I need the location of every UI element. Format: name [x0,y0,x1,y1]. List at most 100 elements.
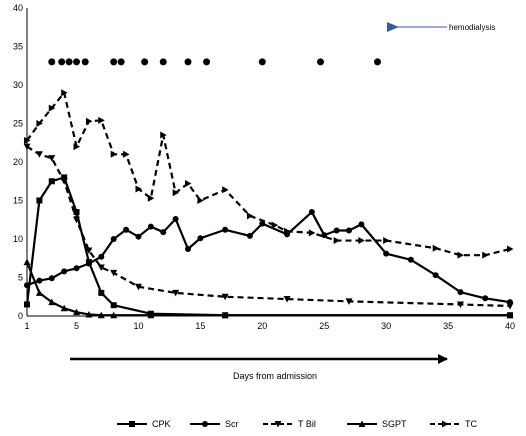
data-point-scr [61,268,68,275]
legend-label: Scr [225,419,239,429]
data-point-tc [110,150,118,158]
data-point-tc [98,116,105,124]
data-point-cpk [48,178,55,185]
hemodialysis-markers [48,58,381,66]
series-tc [24,89,514,259]
data-point-sgpt [221,311,229,319]
data-point-tc [147,194,155,202]
y-tick-label: 25 [13,119,23,129]
legend-label: SGPT [382,419,407,429]
data-point-tc [36,120,43,127]
data-point-tc [358,237,365,245]
data-point-tc [135,185,142,193]
legend-item-cpk: CPK [117,419,171,429]
data-point-tc [123,150,130,158]
series-scr [24,209,513,306]
data-point-t-bil [172,289,180,297]
data-point-scr [197,235,204,242]
hemodialysis-dot [73,58,81,66]
y-tick-label: 20 [13,157,23,167]
legend: CPK Scr T Bil SGPT TC [117,419,477,429]
data-point-t-bil [506,302,514,310]
data-point-t-bil [456,301,464,308]
x-tick-label: 30 [381,321,391,331]
hemodialysis-dot [117,58,125,66]
legend-marker [202,421,208,427]
hemodialysis-dot [81,58,89,66]
data-point-sgpt [110,311,118,319]
data-point-tc [457,251,464,259]
data-point-scr [383,250,390,257]
data-point-t-bil [73,216,81,224]
data-point-scr [172,215,179,222]
data-point-sgpt [73,308,81,316]
data-point-cpk [98,289,105,296]
data-point-t-bil [134,283,142,291]
data-point-scr [407,256,414,263]
data-point-scr [48,275,55,282]
series-cpk [24,174,513,319]
legend-marker [358,420,366,427]
x-tick-label: 15 [195,321,205,331]
data-point-scr [85,260,92,267]
x-tick-label: 20 [257,321,267,331]
x-axis-title: Days from admission [233,371,317,381]
data-point-scr [73,265,80,272]
hemodialysis-annotation: hemodialysis [387,22,495,32]
data-point-tc [172,189,180,197]
hemodialysis-dot [184,58,192,66]
hemodialysis-dot [65,58,73,66]
data-point-t-bil [345,298,353,305]
data-point-scr [24,282,30,289]
data-point-scr [308,209,315,216]
data-point-sgpt [97,311,105,319]
data-point-tc [222,186,229,194]
hemodialysis-dot [48,58,56,66]
legend-item-t-bil: T Bil [263,419,316,429]
hemodialysis-dot [159,58,167,66]
data-point-tc [507,245,514,253]
data-point-cpk [73,209,80,216]
legend-marker [442,420,449,428]
legend-label: TC [465,419,477,429]
data-point-scr [482,295,489,302]
data-point-cpk [36,197,43,204]
data-point-scr [135,233,142,240]
data-point-t-bil [23,143,31,151]
data-point-cpk [24,301,30,308]
data-point-sgpt [147,311,155,319]
hemodialysis-label: hemodialysis [449,23,495,32]
series-line-tc [26,91,511,257]
hemodialysis-dot [110,58,118,66]
data-point-cpk [110,302,117,309]
data-point-tc [24,136,31,144]
data-point-tc [482,251,489,259]
data-point-tc [85,117,93,125]
data-point-scr [222,226,229,233]
data-point-tc [61,89,68,97]
legend-label: T Bil [298,419,316,429]
y-tick-label: 30 [13,80,23,90]
y-tick-label: 15 [13,196,23,206]
legend-marker [274,421,282,428]
data-point-tc [73,143,81,151]
data-point-scr [346,227,352,234]
data-point-scr [123,226,130,233]
data-point-t-bil [48,155,56,162]
data-point-scr [432,272,439,279]
legend-item-scr: Scr [190,419,239,429]
data-point-t-bil [35,151,43,158]
data-point-tc [246,212,254,220]
data-point-cpk [61,174,68,181]
x-axis-title-group: Days from admission [70,354,448,381]
legend-item-sgpt: SGPT [347,419,407,429]
y-tick-label: 0 [18,311,23,321]
data-point-scr [36,277,43,284]
data-point-tc [271,221,279,229]
data-point-sgpt [85,310,93,318]
data-point-tc [308,229,316,237]
x-tick-label: 35 [443,321,453,331]
legend-marker [129,421,135,427]
